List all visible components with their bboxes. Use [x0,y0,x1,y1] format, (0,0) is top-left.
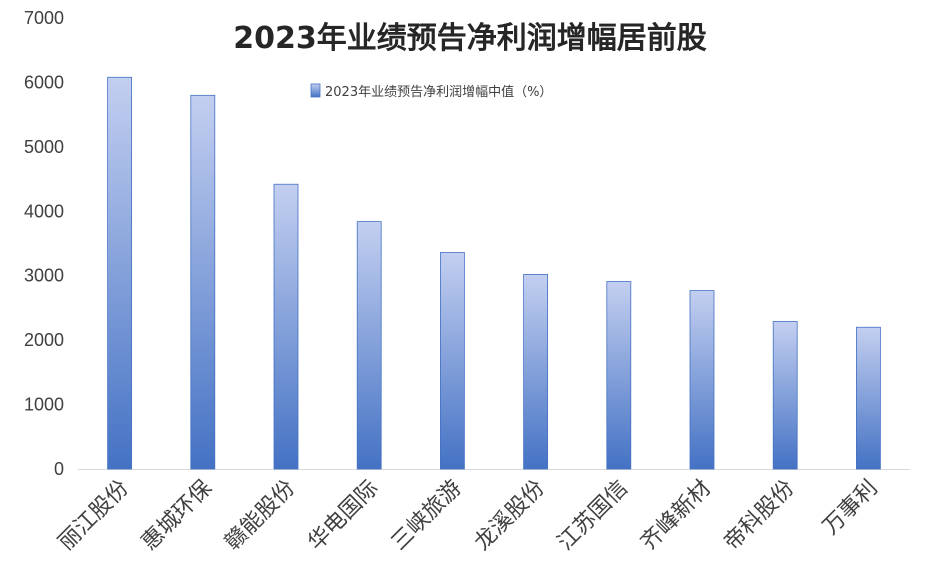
bar-6 [523,274,548,470]
bar-4 [356,221,382,470]
x-tick-label: 龙溪股份 [470,476,550,556]
bar-7 [606,281,632,470]
y-axis: 0 1000 2000 3000 4000 5000 6000 7000 [24,8,64,479]
x-tick-label: 丽江股份 [54,476,134,556]
bar-8 [689,290,715,470]
x-tick-label: 惠城环保 [137,476,217,556]
bar-10 [856,326,881,470]
bar-3 [273,183,299,470]
x-tick-label: 江苏国信 [553,476,633,556]
x-axis: 丽江股份 惠城环保 赣能股份 华电国际 三峡旅游 龙溪股份 江苏国信 齐峰新材 帝科股份 万事利 [54,476,883,556]
bar-1 [107,76,132,470]
y-tick-label: 4000 [24,201,64,221]
y-tick-label: 1000 [24,395,64,415]
bar-2 [190,94,216,470]
legend-label: 2023年业绩预告净利润增幅中值（%） [325,84,552,100]
x-tick-label: 三峡旅游 [387,476,467,556]
bars [107,76,881,470]
legend: 2023年业绩预告净利润增幅中值（%） [310,83,552,100]
x-tick-label: 万事利 [818,476,882,540]
y-tick-label: 7000 [24,8,64,28]
x-tick-label: 帝科股份 [720,476,800,556]
y-tick-label: 5000 [24,137,64,157]
y-tick-label: 6000 [24,72,64,92]
y-tick-label: 0 [54,459,64,479]
y-tick-label: 2000 [24,330,64,350]
x-tick-label: 华电国际 [304,476,384,556]
x-tick-label: 齐峰新材 [636,476,716,556]
chart-title: 2023年业绩预告净利润增幅居前股 [233,21,707,56]
y-tick-label: 3000 [24,266,64,286]
bar-9 [772,321,798,470]
x-tick-label: 赣能股份 [220,476,300,556]
legend-swatch [310,83,321,98]
bar-5 [439,252,465,470]
